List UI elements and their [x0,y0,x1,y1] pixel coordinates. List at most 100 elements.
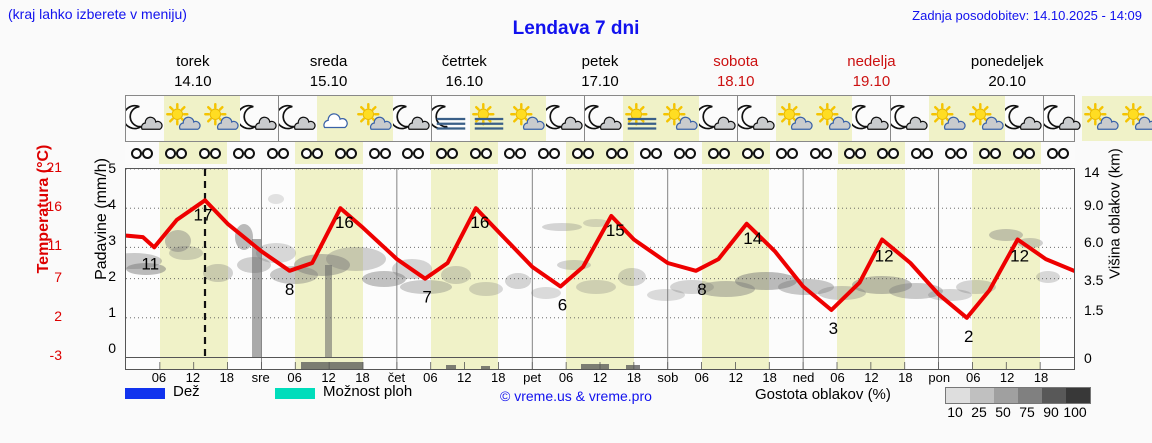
moon-phase-icon [741,147,753,159]
band-cell [193,358,228,369]
precip-bar [626,365,640,369]
temperature-label: 12 [875,247,894,266]
hour-cell [735,142,770,164]
hour-cell [871,142,906,164]
band-cell [1006,169,1041,357]
band-cell [870,358,905,369]
cloud-blob [256,243,296,263]
hour-cell [464,142,499,164]
x-label: 06 [830,370,845,385]
cloud-density-scale [945,387,1091,404]
moon-phase-icon [300,147,312,159]
band-cell [430,358,465,369]
temperature-label: 11 [141,254,159,273]
cloudheight-tick: 1.5 [1084,302,1104,318]
hour-cell [532,142,566,164]
precip-column [252,239,261,357]
hour-cell [973,142,1008,164]
x-label: 18 [490,370,506,385]
rain-legend-label: Dež [173,383,200,400]
band-lower-day-3 [532,358,667,369]
cloud-scale-step-2 [994,388,1018,403]
day-header-5: nedelja 19.10 [804,52,940,94]
band-cell [972,169,1007,357]
band-cell [193,169,228,357]
x-label: 12 [185,370,201,385]
cloud-scale-tick: 25 [971,404,987,420]
moon-phase-icon [820,147,832,159]
moon-phase-icon [175,147,187,159]
precip-column [325,265,332,357]
cloud-blob [203,264,233,282]
moon-phase-icon [1058,147,1070,159]
moon-cloud-icon [1005,96,1043,141]
legend: Dež Možnost ploh © vreme.us & vreme.pro … [125,383,1145,426]
moon-phase-icon [752,147,764,159]
temperature-label: 7 [422,288,431,307]
precipitation-tick: 0 [108,340,116,356]
x-label: 06 [965,370,981,385]
cloud-icon [317,96,355,141]
moon-phase-icon [673,147,685,159]
cloud-density-label: Gostota oblakov (%) [755,386,891,403]
moon-phase-icon [277,147,289,159]
cloud-blob [576,280,616,294]
cloudheight-tick: 6.0 [1084,234,1104,250]
hour-cell [227,142,261,164]
moon-phase-icon [243,147,255,159]
sun-cloud-icon [967,96,1005,141]
day-header-1: sreda 15.10 [261,52,397,94]
cloud-blob [542,223,582,231]
sun-fog-icon [470,96,508,141]
day-date: 17.10 [581,73,619,90]
precip-bar [581,364,609,369]
band-cell [972,358,1007,369]
moon-phase-icon [990,147,1002,159]
sun-fog-icon [623,96,661,141]
precip-bar [301,362,363,369]
day-name: četrtek [441,53,487,70]
precip-canvas [159,358,1041,369]
sun-cloud-icon [814,96,852,141]
band-day-0 [126,169,261,357]
band-cell [159,358,194,369]
x-label: čet [387,370,406,385]
band-day-6 [939,169,1074,357]
sun-cloud-icon [1120,96,1152,141]
hour-cell [261,142,295,164]
precipitation-strip [125,358,1075,370]
moon-phase-icon [538,147,550,159]
page-title: Lendava 7 dni [512,18,640,39]
temperature-label: 3 [829,319,838,338]
moon-phase-icon [130,147,142,159]
x-label: 18 [219,370,235,385]
moon-phase-icon [515,147,527,159]
precip-bar [481,366,490,369]
cloudheight-axis-title: Višina oblakov (km) [1106,148,1124,279]
cloud-blob [505,273,531,289]
moon-phase-icon [334,147,346,159]
moon-phase-icon [232,147,244,159]
x-label: sre [251,370,270,385]
hour-cell [192,142,227,164]
moon-phase-icon [809,147,821,159]
cloudheight-tick: 3.5 [1084,272,1104,288]
hour-cell [498,142,532,164]
hour-cell [328,142,363,164]
band-cell [735,358,770,369]
hour-cell [600,142,634,164]
icon-day-0 [126,96,279,141]
cloud-blob [647,289,685,301]
hour-cell [837,142,872,164]
sun-cloud-icon [1082,96,1120,141]
day-header-row: torek 14.10 sreda 15.10 četrtek 16.10 petek 17.… [125,52,1075,94]
day-header-6: ponedeljek 20.10 [939,52,1075,94]
cloud-blob [618,268,646,286]
day-name: sobota [713,53,759,70]
temperature-tick: 16 [46,198,62,215]
day-date: 18.10 [716,73,755,90]
hour-cell [294,142,329,164]
cloud-blob [956,280,996,294]
cloud-blob [169,246,203,260]
cloud-scale-tick: 90 [1043,404,1059,420]
